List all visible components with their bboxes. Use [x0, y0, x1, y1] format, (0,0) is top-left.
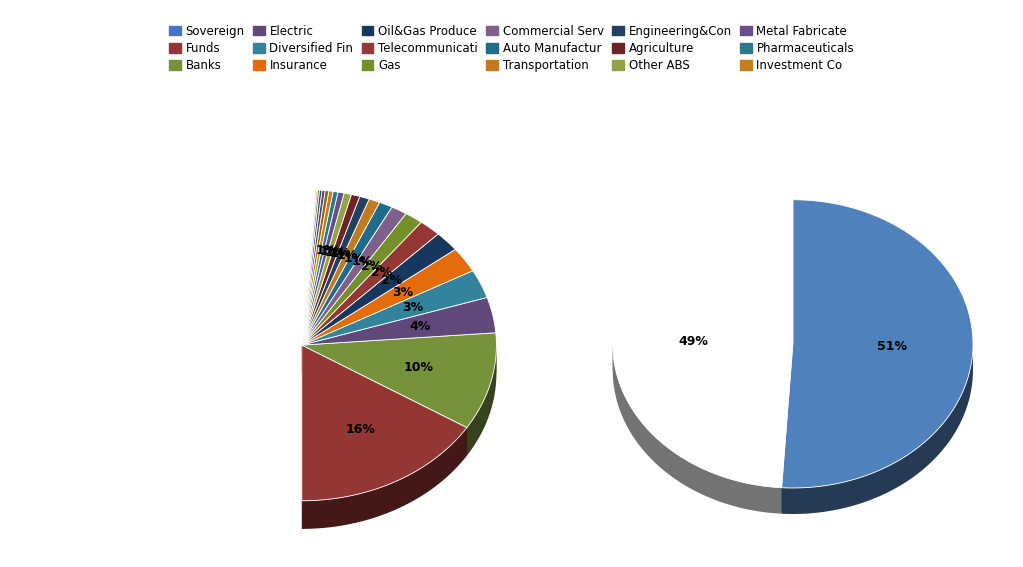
Polygon shape: [302, 345, 466, 456]
Polygon shape: [302, 345, 496, 373]
Text: 2%: 2%: [360, 260, 382, 273]
Polygon shape: [793, 344, 973, 371]
Text: 3%: 3%: [392, 286, 413, 299]
Polygon shape: [302, 190, 318, 345]
Polygon shape: [302, 333, 496, 428]
Text: 2%: 2%: [370, 266, 392, 279]
Polygon shape: [613, 344, 793, 371]
Polygon shape: [302, 190, 322, 345]
Polygon shape: [613, 200, 793, 488]
Polygon shape: [302, 199, 380, 345]
Legend: Sovereign, Funds, Banks, Electric, Diversified Fin, Insurance, Oil&Gas Produce, : Sovereign, Funds, Banks, Electric, Diver…: [169, 24, 854, 72]
Text: 4%: 4%: [409, 320, 431, 333]
Polygon shape: [782, 344, 793, 514]
Polygon shape: [302, 192, 338, 345]
Text: 3%: 3%: [402, 301, 424, 314]
Polygon shape: [302, 234, 455, 345]
Polygon shape: [302, 191, 328, 345]
Polygon shape: [302, 207, 406, 345]
Polygon shape: [782, 345, 973, 514]
Polygon shape: [302, 190, 325, 345]
Polygon shape: [302, 190, 314, 345]
Text: 49%: 49%: [679, 335, 709, 348]
Polygon shape: [302, 249, 473, 345]
Text: 16%: 16%: [346, 423, 375, 436]
Polygon shape: [302, 298, 496, 345]
Polygon shape: [302, 196, 369, 345]
Polygon shape: [302, 190, 319, 345]
Polygon shape: [302, 190, 315, 345]
Polygon shape: [302, 192, 344, 345]
Text: 1%: 1%: [319, 245, 341, 258]
Polygon shape: [613, 345, 782, 514]
Polygon shape: [302, 191, 333, 345]
Polygon shape: [466, 345, 496, 456]
Polygon shape: [302, 214, 421, 345]
Text: 1%: 1%: [344, 252, 364, 265]
Polygon shape: [302, 193, 351, 345]
Text: 1%: 1%: [315, 244, 337, 257]
Polygon shape: [302, 270, 487, 345]
Polygon shape: [782, 344, 793, 514]
Polygon shape: [782, 200, 973, 488]
Text: 1%: 1%: [324, 246, 346, 259]
Polygon shape: [302, 194, 360, 345]
Polygon shape: [302, 222, 438, 345]
Polygon shape: [302, 190, 315, 345]
Polygon shape: [302, 190, 316, 345]
Polygon shape: [302, 345, 466, 456]
Text: 10%: 10%: [404, 361, 434, 374]
Text: 1%: 1%: [337, 249, 357, 262]
Text: 2%: 2%: [382, 274, 402, 287]
Text: 51%: 51%: [877, 340, 906, 353]
Text: 1%: 1%: [330, 247, 351, 260]
Polygon shape: [302, 202, 392, 345]
Polygon shape: [302, 428, 466, 529]
Polygon shape: [302, 345, 466, 501]
Text: 1%: 1%: [352, 255, 372, 268]
